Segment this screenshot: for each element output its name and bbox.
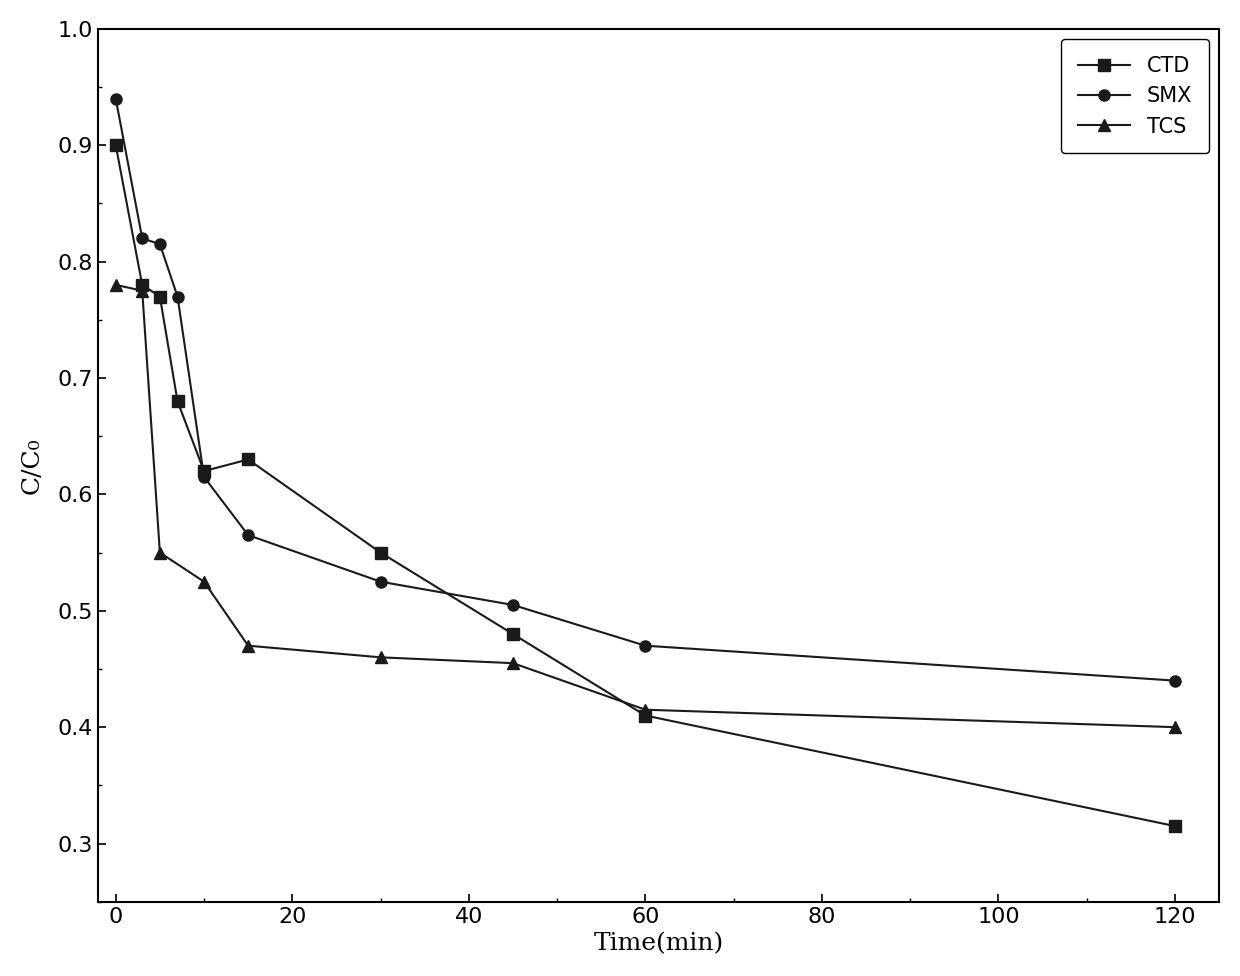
SMX bbox=[197, 471, 212, 483]
TCS bbox=[135, 285, 150, 297]
SMX bbox=[373, 576, 388, 588]
Line: SMX: SMX bbox=[110, 93, 1180, 686]
SMX bbox=[1168, 674, 1183, 686]
Line: CTD: CTD bbox=[110, 140, 1180, 832]
CTD bbox=[153, 291, 167, 303]
SMX bbox=[170, 291, 185, 303]
CTD bbox=[637, 710, 652, 721]
CTD bbox=[197, 466, 212, 477]
SMX bbox=[135, 232, 150, 244]
TCS bbox=[197, 576, 212, 588]
SMX bbox=[506, 599, 521, 611]
TCS bbox=[373, 651, 388, 663]
Y-axis label: C/C₀: C/C₀ bbox=[21, 437, 43, 494]
SMX bbox=[241, 529, 255, 541]
TCS bbox=[241, 640, 255, 652]
CTD bbox=[241, 454, 255, 466]
SMX bbox=[108, 93, 123, 104]
TCS bbox=[108, 279, 123, 291]
TCS bbox=[506, 657, 521, 669]
CTD bbox=[1168, 820, 1183, 832]
CTD bbox=[135, 279, 150, 291]
CTD bbox=[373, 547, 388, 558]
TCS bbox=[637, 704, 652, 715]
CTD bbox=[108, 140, 123, 151]
X-axis label: Time(min): Time(min) bbox=[594, 932, 724, 956]
CTD bbox=[170, 395, 185, 407]
TCS bbox=[153, 547, 167, 558]
CTD bbox=[506, 629, 521, 640]
Line: TCS: TCS bbox=[110, 279, 1180, 733]
Legend: CTD, SMX, TCS: CTD, SMX, TCS bbox=[1061, 39, 1209, 153]
SMX bbox=[153, 238, 167, 250]
TCS bbox=[1168, 721, 1183, 733]
SMX bbox=[637, 640, 652, 652]
